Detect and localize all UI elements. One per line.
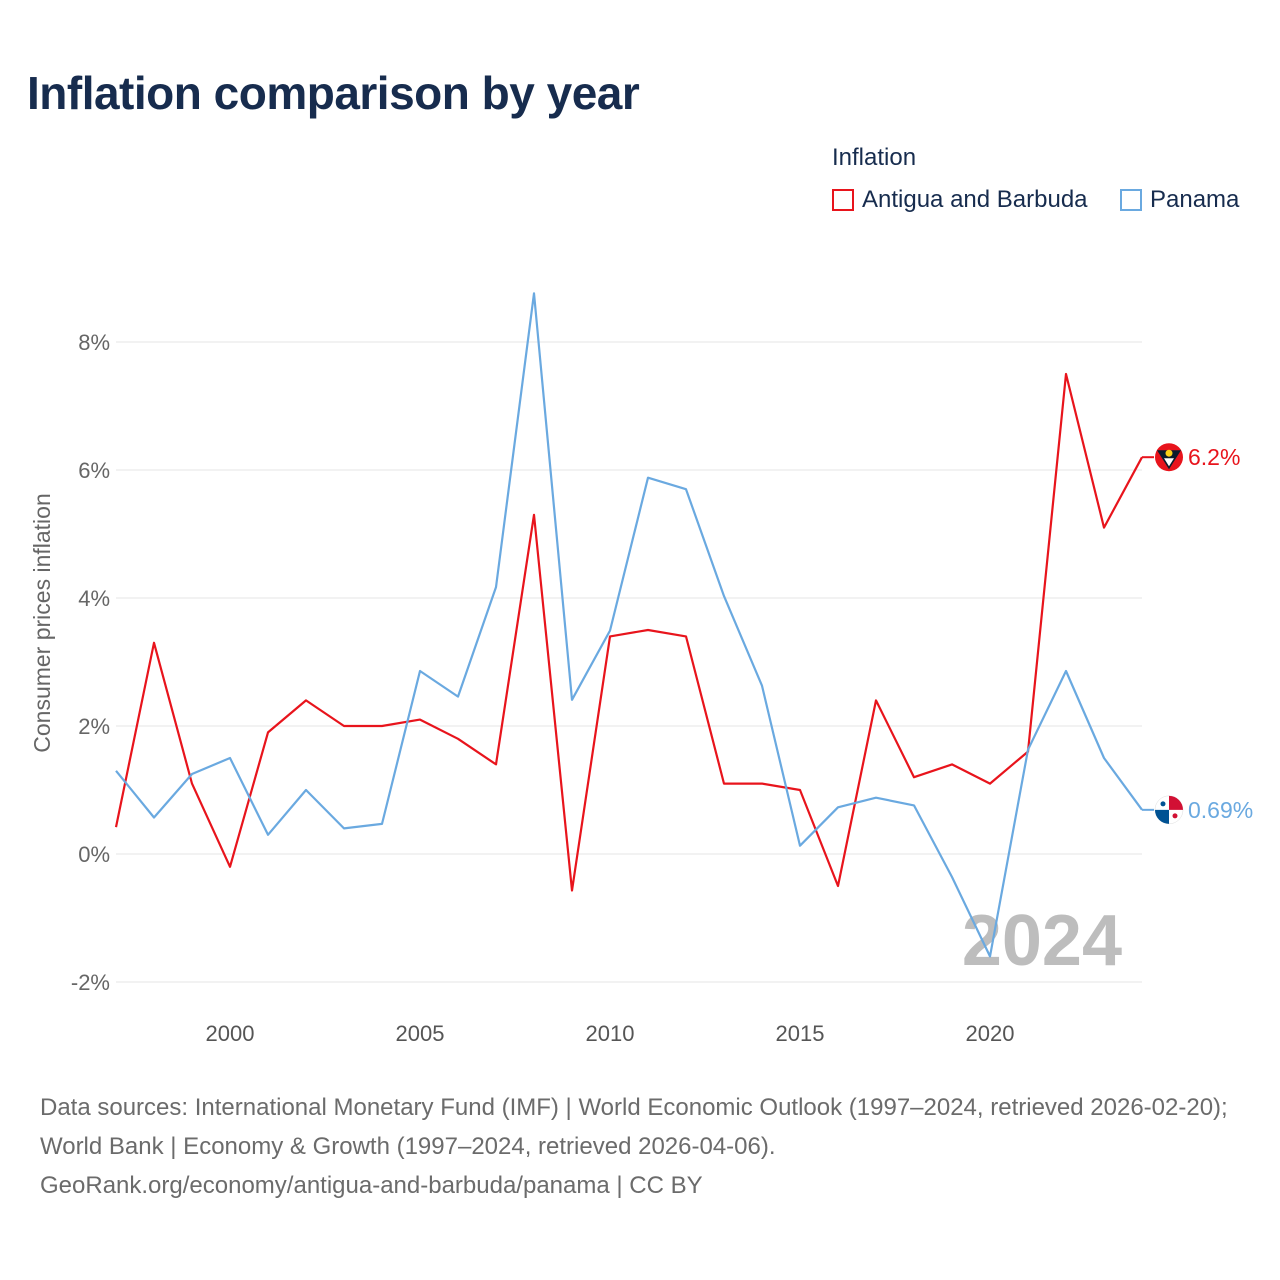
legend-label-antigua: Antigua and Barbuda [862, 186, 1088, 213]
series-line-antigua [114, 372, 1143, 892]
y-tick-label: 8% [78, 330, 110, 355]
end-value-label-antigua: 6.2% [1188, 444, 1240, 470]
year-watermark: 2024 [962, 901, 1122, 981]
y-tick-label: -2% [71, 970, 110, 995]
x-tick-label: 2005 [396, 1021, 445, 1046]
y-tick-label: 0% [78, 842, 110, 867]
flag-marker-panama-red [1169, 795, 1183, 810]
x-tick-label: 2000 [206, 1021, 255, 1046]
attribution-text: GeoRank.org/economy/antigua-and-barbuda/… [40, 1172, 703, 1199]
legend-swatch-antigua [832, 189, 854, 211]
x-tick-label: 2010 [586, 1021, 635, 1046]
y-tick-label: 6% [78, 458, 110, 483]
y-axis-title: Consumer prices inflation [29, 493, 55, 753]
line-chart: 8% 6% 4% 2% 0% -2% 2000 2005 2010 2015 2020 Consume… [29, 292, 1253, 1046]
flag-marker-antigua-band [1164, 458, 1174, 467]
flag-marker-panama-star-blue [1160, 801, 1166, 807]
chart-title: Inflation comparison by year [27, 67, 640, 119]
legend-swatch-panama [1120, 189, 1142, 211]
legend-title: Inflation [832, 144, 917, 171]
flag-marker-antigua-sun [1165, 449, 1173, 457]
legend-item-antigua[interactable]: Antigua and Barbuda [832, 186, 1088, 214]
series-line-panama [115, 292, 1143, 958]
footer: Data sources: International Monetary Fun… [40, 1088, 1250, 1205]
flag-marker-panama-star-red [1172, 813, 1178, 819]
x-tick-label: 2020 [966, 1021, 1015, 1046]
data-sources-text: Data sources: International Monetary Fun… [40, 1094, 1228, 1160]
legend-item-panama[interactable]: Panama [1120, 186, 1239, 214]
flag-marker-panama-blue [1155, 809, 1169, 824]
y-tick-label: 2% [78, 714, 110, 739]
x-tick-label: 2015 [776, 1021, 825, 1046]
end-value-label-panama: 0.69% [1188, 797, 1253, 823]
legend-label-panama: Panama [1150, 186, 1240, 213]
y-tick-label: 4% [78, 586, 110, 611]
